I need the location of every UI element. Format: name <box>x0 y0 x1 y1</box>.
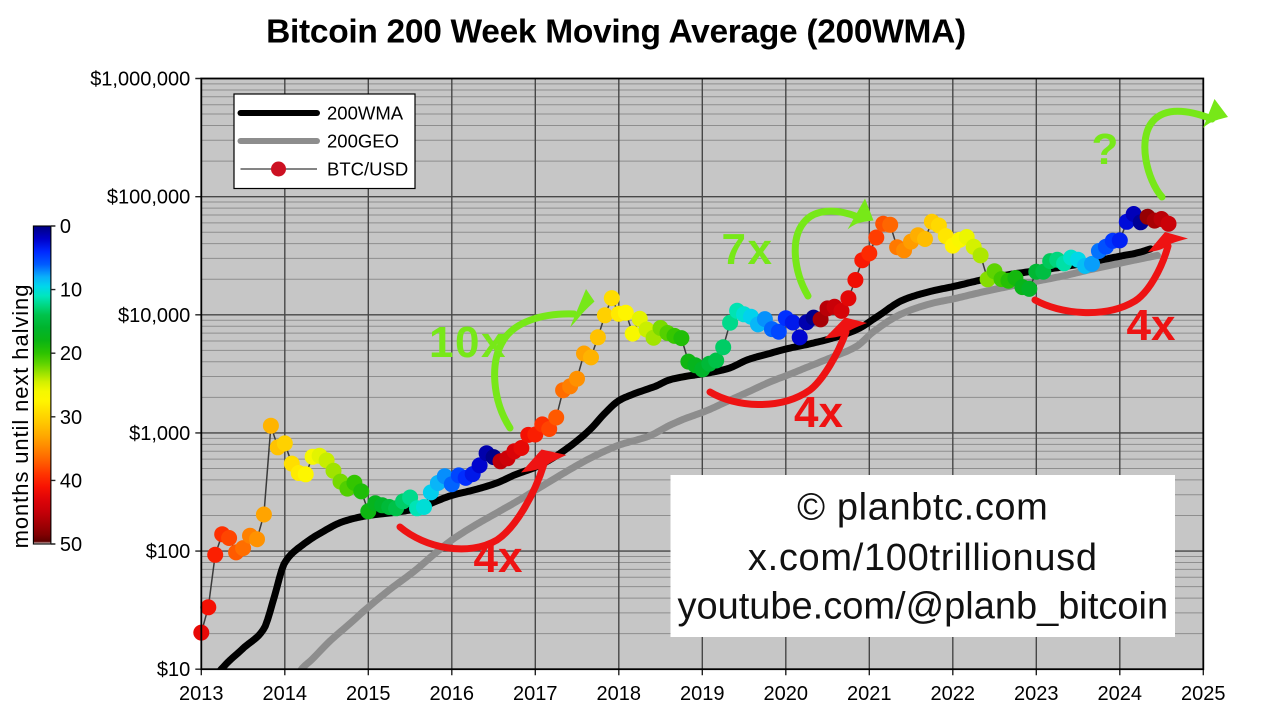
svg-text:2019: 2019 <box>680 683 725 705</box>
svg-text:40: 40 <box>60 470 82 492</box>
svg-text:7x: 7x <box>722 225 774 274</box>
svg-text:2013: 2013 <box>179 683 224 705</box>
svg-text:$1,000: $1,000 <box>129 423 190 445</box>
svg-text:2020: 2020 <box>764 683 809 705</box>
svg-text:10: 10 <box>60 280 82 302</box>
svg-text:2015: 2015 <box>346 683 391 705</box>
svg-text:4x: 4x <box>794 388 843 437</box>
svg-text:2014: 2014 <box>263 683 308 705</box>
svg-text:4x: 4x <box>474 533 523 582</box>
svg-text:2022: 2022 <box>931 683 976 705</box>
svg-text:$100: $100 <box>146 541 191 563</box>
svg-text:4x: 4x <box>1127 301 1176 350</box>
svg-text:months until next halving: months until next halving <box>8 284 33 549</box>
svg-text:$10: $10 <box>157 659 190 681</box>
svg-text:200WMA: 200WMA <box>327 103 404 124</box>
svg-text:2025: 2025 <box>1181 683 1226 705</box>
svg-text:0: 0 <box>60 216 71 238</box>
svg-text:$100,000: $100,000 <box>107 187 190 209</box>
svg-text:$1,000,000: $1,000,000 <box>90 69 190 91</box>
svg-text:?: ? <box>1092 125 1119 174</box>
svg-text:BTC/USD: BTC/USD <box>327 159 408 180</box>
svg-text:© planbtc.com: © planbtc.com <box>797 486 1048 528</box>
svg-text:2024: 2024 <box>1098 683 1143 705</box>
svg-text:2021: 2021 <box>847 683 892 705</box>
svg-text:youtube.com/@planb_bitcoin: youtube.com/@planb_bitcoin <box>677 585 1168 627</box>
svg-text:x.com/100trillionusd: x.com/100trillionusd <box>748 537 1098 579</box>
svg-text:30: 30 <box>60 407 82 429</box>
svg-text:20: 20 <box>60 343 82 365</box>
svg-text:$10,000: $10,000 <box>118 305 190 327</box>
svg-text:2016: 2016 <box>430 683 475 705</box>
svg-text:10x: 10x <box>429 318 507 367</box>
svg-text:2017: 2017 <box>513 683 558 705</box>
svg-text:2023: 2023 <box>1014 683 1059 705</box>
svg-text:50: 50 <box>60 534 82 556</box>
svg-text:Bitcoin 200 Week Moving Averag: Bitcoin 200 Week Moving Average (200WMA) <box>266 14 966 51</box>
svg-text:200GEO: 200GEO <box>327 131 399 152</box>
svg-text:2018: 2018 <box>597 683 642 705</box>
